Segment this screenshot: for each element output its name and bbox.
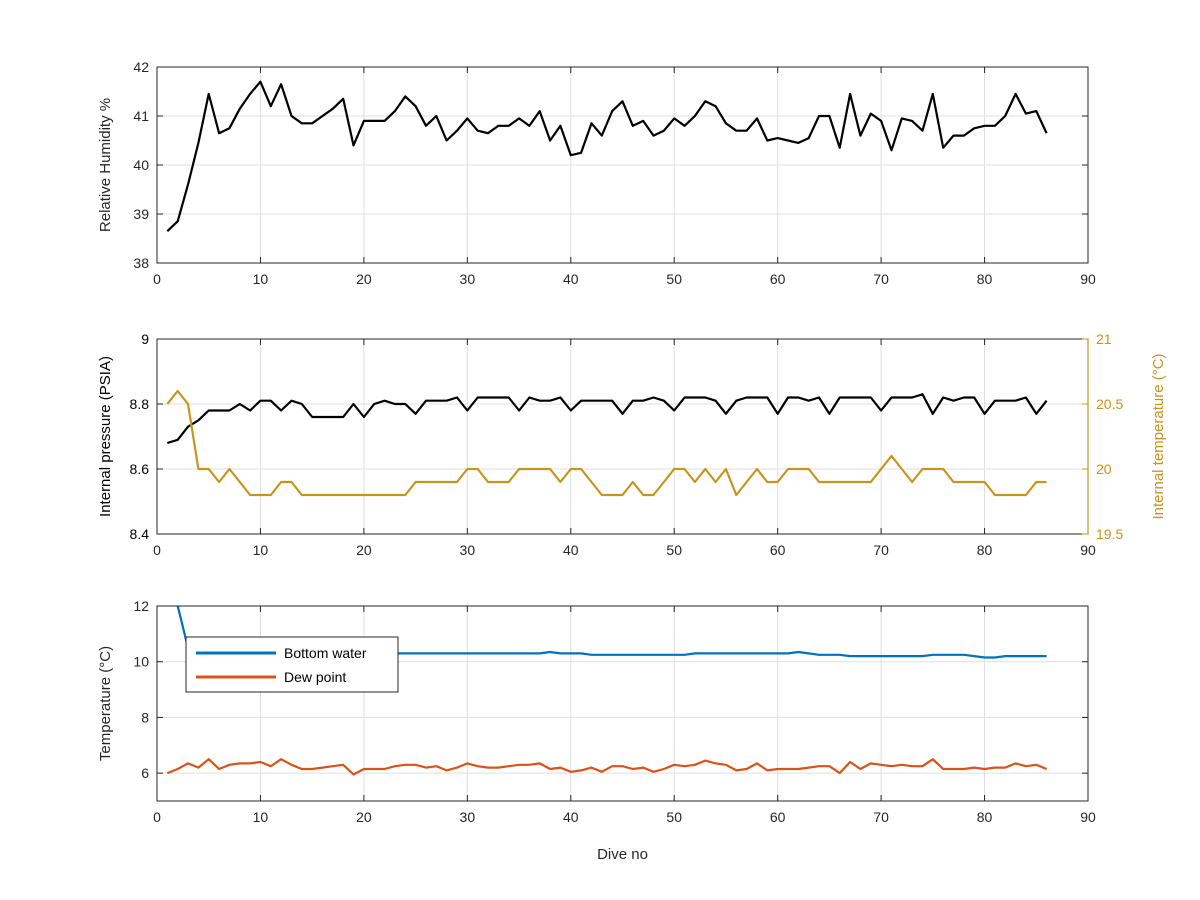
series-line-series-0 bbox=[166, 80, 1048, 232]
x-tick-label: 80 bbox=[977, 542, 993, 558]
x-tick-label: 0 bbox=[153, 809, 161, 825]
humidity-ticks: 0 10 20 30 40 50 60 70 80 90 38 39 40 41 42 bbox=[133, 59, 1096, 287]
temperature-axes-box bbox=[156, 605, 1089, 802]
legend-label-dew-point: Dew point bbox=[284, 669, 346, 685]
temperature-y-axis-label: Temperature (°C) bbox=[97, 646, 114, 761]
x-tick-label: 30 bbox=[460, 542, 476, 558]
x-tick-label: 30 bbox=[460, 271, 476, 287]
x-tick-label: 40 bbox=[563, 542, 579, 558]
x-tick-label: 50 bbox=[666, 542, 682, 558]
x-tick-label: 50 bbox=[666, 809, 682, 825]
x-tick-label: 50 bbox=[666, 271, 682, 287]
y-tick-label: 9 bbox=[141, 331, 149, 347]
x-tick-label: 90 bbox=[1080, 542, 1096, 558]
y-tick-label: 10 bbox=[133, 654, 149, 670]
x-tick-label: 40 bbox=[563, 271, 579, 287]
x-tick-label: 0 bbox=[153, 271, 161, 287]
x-tick-label: 30 bbox=[460, 809, 476, 825]
x-tick-label: 70 bbox=[873, 542, 889, 558]
pressure-temperature-series bbox=[166, 389, 1048, 497]
x-tick-label: 20 bbox=[356, 809, 372, 825]
x-tick-label: 90 bbox=[1080, 809, 1096, 825]
x-tick-label: 10 bbox=[253, 809, 269, 825]
series-line-dew-point bbox=[166, 758, 1048, 776]
x-tick-label: 90 bbox=[1080, 271, 1096, 287]
humidity-grid bbox=[157, 67, 1088, 263]
y2-tick-label: 19.5 bbox=[1096, 526, 1123, 542]
pressure-y-axis-label: Internal pressure (PSIA) bbox=[97, 356, 114, 517]
legend-label-bottom-water: Bottom water bbox=[284, 645, 367, 661]
temperature-panel: 0 10 20 30 40 50 60 70 80 90 6 8 10 12 Temperature (°… bbox=[97, 598, 1096, 863]
y-tick-label: 6 bbox=[141, 765, 149, 781]
y-tick-label: 42 bbox=[133, 59, 149, 75]
y-tick-label: 39 bbox=[133, 206, 149, 222]
x-tick-label: 80 bbox=[977, 271, 993, 287]
x-tick-label: 40 bbox=[563, 809, 579, 825]
temperature-ticks: 0 10 20 30 40 50 60 70 80 90 6 8 10 12 bbox=[133, 598, 1096, 825]
y-tick-label: 8 bbox=[141, 709, 149, 725]
y-tick-label: 41 bbox=[133, 108, 149, 124]
humidity-panel: 0 10 20 30 40 50 60 70 80 90 38 39 40 41 42 Relative H… bbox=[97, 59, 1096, 287]
series-line-series-1 bbox=[166, 389, 1047, 497]
y2-tick-label: 20.5 bbox=[1096, 396, 1123, 412]
x-tick-label: 60 bbox=[770, 271, 786, 287]
legend: Bottom water Dew point bbox=[185, 636, 399, 693]
y-tick-label: 8.8 bbox=[130, 396, 150, 412]
internal-temperature-y-axis-label: Internal temperature (°C) bbox=[1150, 353, 1167, 519]
y-tick-label: 38 bbox=[133, 255, 149, 271]
x-tick-label: 10 bbox=[253, 271, 269, 287]
humidity-series bbox=[166, 80, 1048, 232]
y-tick-label: 12 bbox=[133, 598, 149, 614]
y-tick-label: 8.4 bbox=[130, 526, 150, 542]
pressure-ticks: 0 10 20 30 40 50 60 70 80 90 8.4 8.6 8.8 9 19.5 20 20.5 2… bbox=[130, 331, 1124, 558]
y-tick-label: 8.6 bbox=[130, 461, 150, 477]
y2-tick-label: 20 bbox=[1096, 461, 1112, 477]
x-tick-label: 20 bbox=[356, 542, 372, 558]
series-line-series-0 bbox=[166, 393, 1048, 445]
x-tick-label: 20 bbox=[356, 271, 372, 287]
x-tick-label: 70 bbox=[873, 809, 889, 825]
legend-box bbox=[185, 636, 399, 693]
x-tick-label: 0 bbox=[153, 542, 161, 558]
x-tick-label: 60 bbox=[770, 542, 786, 558]
humidity-y-axis-label: Relative Humidity % bbox=[97, 98, 114, 232]
y2-tick-label: 21 bbox=[1096, 331, 1112, 347]
x-tick-label: 70 bbox=[873, 271, 889, 287]
y-tick-label: 40 bbox=[133, 157, 149, 173]
pressure-temperature-panel: 0 10 20 30 40 50 60 70 80 90 8.4 8.6 8.8 9 19.5 20 20.5 2… bbox=[97, 331, 1167, 558]
x-tick-label: 10 bbox=[253, 542, 269, 558]
x-tick-label: 60 bbox=[770, 809, 786, 825]
x-tick-label: 80 bbox=[977, 809, 993, 825]
x-axis-label: Dive no bbox=[597, 846, 648, 863]
